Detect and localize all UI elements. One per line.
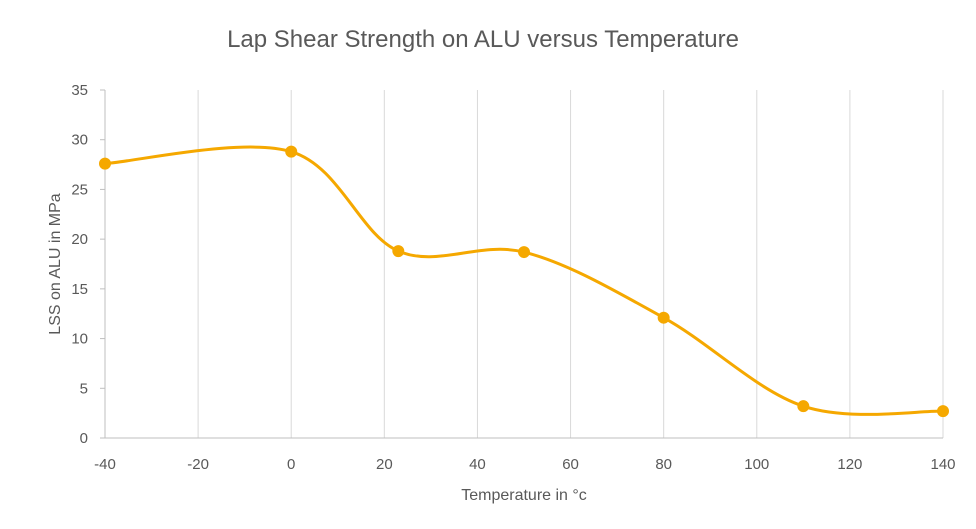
- data-point: [285, 145, 298, 158]
- y-tick-label: 15: [71, 281, 88, 298]
- x-tick-label: 40: [469, 456, 486, 473]
- y-tick-label: 25: [71, 181, 88, 198]
- x-tick-label: -20: [187, 456, 209, 473]
- y-tick-label: 30: [71, 132, 88, 149]
- data-point: [99, 157, 111, 170]
- x-tick-label: -40: [94, 456, 116, 473]
- data-point: [657, 311, 670, 324]
- y-tick-label: 35: [71, 82, 88, 99]
- series-line: [104, 145, 944, 416]
- x-axis-label: Temperature in °c: [461, 487, 587, 504]
- x-tick-label: 120: [837, 456, 862, 473]
- data-point: [518, 246, 530, 259]
- data-point: [797, 400, 810, 413]
- y-tick-labels: 0 5 10 15 20 25 30 35: [71, 82, 88, 447]
- x-tick-label: 140: [930, 456, 955, 473]
- chart-title: Lap Shear Strength on ALU versus Tempera…: [227, 26, 739, 53]
- y-tick-label: 0: [80, 430, 88, 447]
- series-group: [99, 145, 949, 418]
- y-tick-label: 20: [71, 231, 88, 248]
- x-tick-label: 100: [744, 456, 769, 473]
- x-tick-label: 80: [655, 456, 672, 473]
- x-tick-label: 60: [562, 456, 579, 473]
- y-tick-label: 10: [71, 331, 88, 348]
- axes: [100, 89, 943, 439]
- x-tick-label: 20: [376, 456, 393, 473]
- gridlines: [197, 90, 944, 438]
- data-point: [392, 245, 405, 258]
- x-tick-labels: -40 -20 0 20 40 60 80 100 120 140: [94, 456, 955, 473]
- data-point: [937, 405, 949, 418]
- y-axis-label: LSS on ALU in MPa: [47, 193, 64, 335]
- y-tick-label: 5: [80, 380, 88, 397]
- x-tick-label: 0: [287, 456, 295, 473]
